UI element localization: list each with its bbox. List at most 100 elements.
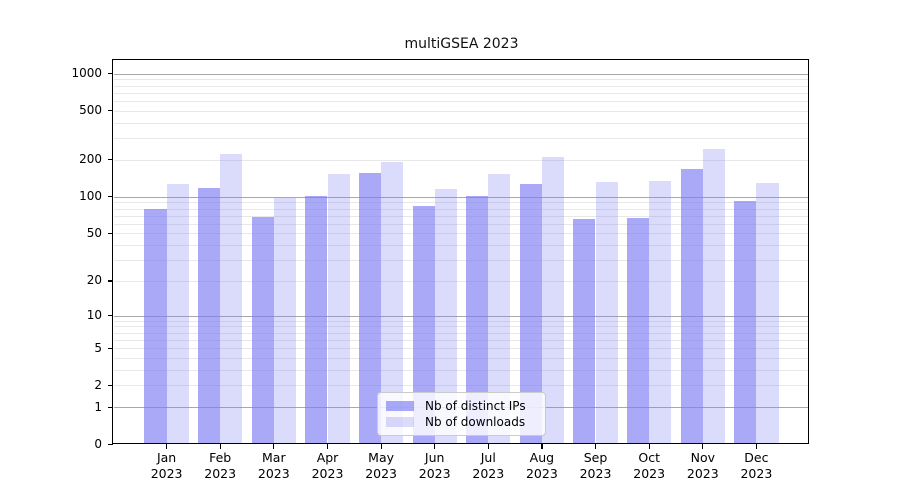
y-tick-label-100: 100 [79, 189, 102, 204]
legend-swatch-distinct-ips [386, 400, 414, 412]
x-tick-label-jun: Jun 2023 [403, 450, 467, 482]
y-tick-5 [108, 347, 113, 349]
gridline-minor-3 [114, 369, 809, 371]
gridline-major-100 [114, 196, 809, 198]
y-tick-label-1: 1 [94, 399, 102, 414]
x-tick-feb [219, 444, 221, 449]
x-tick-year: 2023 [418, 466, 451, 481]
bar-nb-of-distinct-ips-nov [680, 169, 703, 445]
y-tick-1 [108, 406, 113, 408]
x-tick-label-nov: Nov 2023 [671, 450, 735, 482]
x-tick-label-apr: Apr 2023 [296, 450, 360, 482]
gridline-minor-400 [114, 122, 809, 124]
x-tick-month: Oct [638, 450, 660, 465]
bar-nb-of-downloads-mar [273, 197, 296, 445]
x-tick-oct [648, 444, 650, 449]
gridline-minor-500 [114, 110, 809, 112]
x-tick-year: 2023 [311, 466, 344, 481]
x-tick-label-sep: Sep 2023 [564, 450, 628, 482]
gridline-minor-5 [114, 348, 809, 350]
x-tick-year: 2023 [150, 466, 183, 481]
x-tick-label-may: May 2023 [349, 450, 413, 482]
x-tick-dec [755, 444, 758, 449]
chart-title: multiGSEA 2023 [404, 36, 519, 52]
plot-frame [112, 59, 809, 444]
y-tick-20 [108, 280, 113, 282]
y-tick-200 [108, 159, 113, 161]
bar-nb-of-distinct-ips-sep [573, 218, 596, 445]
x-tick-label-jan: Jan 2023 [135, 450, 199, 482]
y-tick-label-20: 20 [86, 273, 102, 288]
y-tick-0 [108, 443, 113, 445]
bar-nb-of-distinct-ips-feb [198, 187, 221, 445]
y-tick-label-50: 50 [86, 225, 102, 240]
x-tick-year: 2023 [579, 466, 612, 481]
gridline-major-10 [114, 315, 809, 317]
gridline-minor-600 [114, 101, 809, 102]
x-tick-label-jul: Jul 2023 [456, 450, 520, 482]
gridline-minor-800 [114, 85, 809, 87]
x-tick-month: Mar [262, 450, 286, 465]
y-tick-100 [108, 196, 113, 198]
bar-nb-of-downloads-sep [595, 181, 618, 445]
x-tick-year: 2023 [686, 466, 719, 481]
gridline-minor-8 [114, 326, 809, 328]
x-tick-month: Feb [209, 450, 232, 465]
x-tick-jul [487, 444, 489, 449]
x-tick-label-aug: Aug 2023 [510, 450, 574, 482]
y-tick-50 [108, 232, 113, 234]
gridline-minor-6 [114, 339, 809, 341]
y-tick-label-0: 0 [94, 436, 102, 451]
x-tick-year: 2023 [472, 466, 505, 481]
x-tick-year: 2023 [257, 466, 290, 481]
x-tick-month: Sep [583, 450, 608, 465]
gridline-minor-2 [114, 385, 809, 387]
gridline-minor-60 [114, 223, 809, 225]
bar-nb-of-distinct-ips-mar [251, 217, 274, 445]
x-tick-year: 2023 [204, 466, 237, 481]
x-tick-year: 2023 [740, 466, 773, 481]
x-tick-label-oct: Oct 2023 [617, 450, 681, 482]
gridline-minor-700 [114, 92, 809, 94]
x-tick-label-dec: Dec 2023 [724, 450, 788, 482]
x-tick-month: Apr [316, 450, 339, 465]
legend-label-distinct-ips: Nb of distinct IPs [425, 399, 526, 413]
y-tick-10 [108, 315, 113, 317]
gridline-minor-300 [114, 138, 809, 140]
gridline-minor-30 [114, 260, 809, 261]
x-tick-mar [273, 444, 275, 449]
legend-item-distinct-ips: Nb of distinct IPs [386, 399, 537, 413]
x-tick-month: Jan [156, 450, 177, 465]
gridline-minor-900 [114, 79, 809, 81]
bar-nb-of-downloads-apr [327, 174, 350, 445]
gridline-minor-7 [114, 332, 809, 334]
x-tick-year: 2023 [633, 466, 666, 481]
x-tick-year: 2023 [365, 466, 397, 481]
y-tick-2 [108, 384, 113, 387]
y-tick-label-10: 10 [86, 308, 102, 323]
x-tick-sep [594, 444, 597, 449]
y-tick-label-1000: 1000 [71, 66, 102, 81]
bar-nb-of-distinct-ips-apr [305, 196, 328, 445]
y-tick-label-5: 5 [94, 340, 102, 355]
y-tick-500 [108, 110, 113, 112]
legend-label-downloads: Nb of downloads [425, 415, 526, 429]
x-tick-nov [702, 444, 704, 449]
y-tick-label-500: 500 [79, 103, 102, 118]
x-tick-apr [326, 444, 329, 449]
x-tick-month: Nov [690, 450, 715, 465]
x-tick-label-feb: Feb 2023 [188, 450, 252, 482]
gridline-minor-40 [114, 245, 809, 246]
x-tick-may [380, 444, 382, 449]
y-tick-label-200: 200 [79, 152, 102, 167]
legend-item-downloads: Nb of downloads [386, 415, 537, 429]
bar-nb-of-distinct-ips-dec [734, 200, 757, 445]
x-tick-year: 2023 [525, 466, 558, 481]
legend-swatch-downloads [386, 416, 414, 428]
x-tick-jan [166, 444, 168, 449]
x-tick-jun [434, 444, 436, 449]
gridline-minor-9 [114, 320, 809, 322]
bar-nb-of-downloads-dec [756, 182, 779, 445]
x-tick-month: Jul [480, 450, 496, 465]
